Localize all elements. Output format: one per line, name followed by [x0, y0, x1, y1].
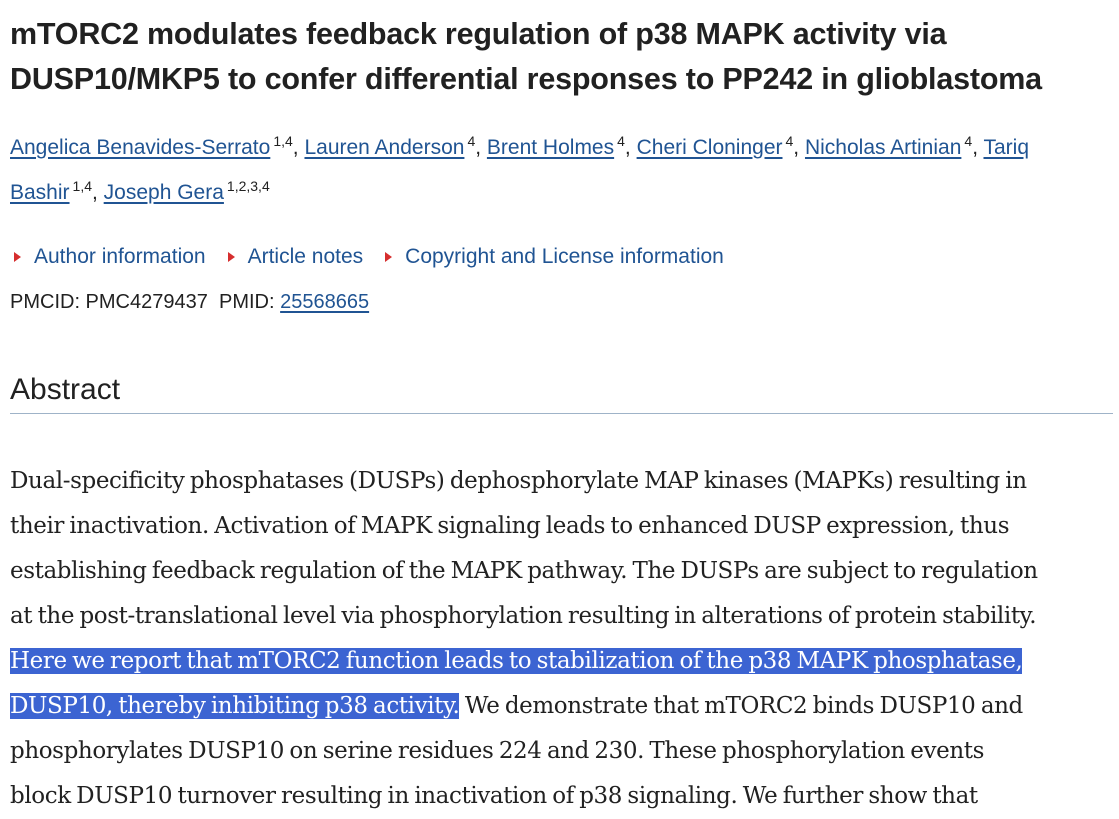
author-link[interactable]: Lauren Anderson: [304, 136, 465, 159]
author-entry: Cheri Cloninger 4: [636, 133, 794, 159]
abstract-line: their inactivation. Activation of MAPK s…: [10, 513, 1010, 539]
author-affiliation: 4: [964, 133, 973, 149]
author-affiliation: 4: [785, 133, 794, 149]
author-entry: Lauren Anderson 4: [304, 133, 476, 159]
author-affiliation: 1,4: [273, 133, 293, 149]
abstract-line: block DUSP10 turnover resulting in inact…: [10, 783, 978, 809]
toggle-label: Copyright and License information: [405, 245, 724, 268]
author-link[interactable]: Joseph Gera: [103, 181, 224, 204]
article-info-toggles: Author information Article notes Copyrig…: [10, 241, 742, 273]
abstract-line: DUSP10, thereby inhibiting p38 activity.…: [10, 684, 1113, 729]
abstract-line: establishing feedback regulation of the …: [10, 558, 1038, 584]
author-affiliation: 4: [617, 133, 625, 149]
author-entry: Brent Holmes 4: [486, 133, 625, 159]
article-notes-toggle[interactable]: Article notes: [224, 245, 364, 269]
triangle-right-icon: [14, 252, 21, 262]
author-entry: Angelica Benavides-Serrato 1,4: [10, 133, 293, 159]
abstract-line: at the post-translational level via phos…: [10, 603, 1037, 629]
pmid-link[interactable]: 25568665: [280, 291, 370, 313]
triangle-right-icon: [385, 252, 393, 262]
triangle-right-icon: [227, 252, 235, 262]
author-affiliation: 1,2,3,4: [226, 178, 270, 194]
pmcid: PMCID: PMC4279437: [10, 291, 208, 313]
author-link[interactable]: Tariq: [983, 136, 1030, 159]
author-list: Angelica Benavides-Serrato 1,4, Lauren An…: [10, 133, 1030, 204]
author-link[interactable]: Angelica Benavides-Serrato: [10, 136, 271, 159]
author-link[interactable]: Cheri Cloninger: [636, 136, 783, 159]
abstract-text-segment: We demonstrate that mTORC2 binds DUSP10 …: [459, 693, 1023, 719]
author-entry: Nicholas Artinian 4: [804, 133, 973, 159]
abstract-line: Dual-specificity phosphatases (DUSPs) de…: [10, 468, 1027, 494]
abstract-line: Here we report that mTORC2 function lead…: [10, 639, 1113, 684]
author-entry: Joseph Gera 1,2,3,4: [103, 178, 270, 204]
author-information-toggle[interactable]: Author information: [10, 245, 206, 269]
abstract-line: phosphorylates DUSP10 on serine residues…: [10, 738, 984, 764]
article-title-line-1: mTORC2 modulates feedback regulation of …: [10, 17, 947, 51]
article-title: mTORC2 modulates feedback regulation of …: [10, 12, 1113, 102]
author-link[interactable]: Nicholas Artinian: [804, 136, 962, 159]
author-affiliation: 1,4: [72, 178, 92, 194]
author-affiliation: 4: [467, 133, 476, 149]
article-identifiers: PMCID: PMC4279437 PMID: 25568665: [10, 286, 369, 318]
abstract-text: Dual-specificity phosphatases (DUSPs) de…: [10, 459, 1113, 819]
author-link[interactable]: Bashir: [10, 181, 70, 204]
copyright-license-toggle[interactable]: Copyright and License information: [381, 245, 724, 269]
author-link[interactable]: Brent Holmes: [486, 136, 615, 159]
article-title-line-2: DUSP10/MKP5 to confer differential respo…: [10, 62, 1042, 96]
pmid-label: PMID:: [219, 291, 275, 313]
selected-text[interactable]: DUSP10, thereby inhibiting p38 activity.: [10, 693, 460, 719]
toggle-label: Author information: [34, 245, 206, 268]
toggle-label: Article notes: [247, 245, 364, 268]
selected-text[interactable]: Here we report that mTORC2 function lead…: [10, 648, 1023, 674]
abstract-heading: Abstract: [10, 370, 1113, 414]
